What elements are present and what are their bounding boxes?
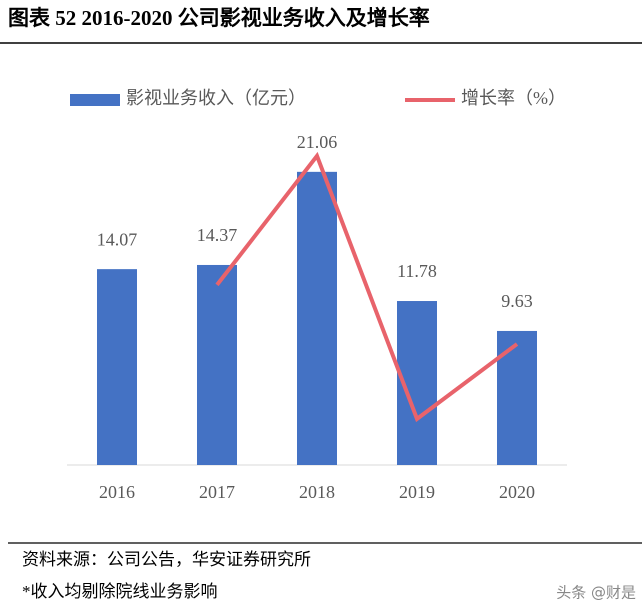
source-note: 资料来源：公司公告，华安证券研究所 — [22, 550, 311, 569]
legend-swatch — [70, 94, 120, 106]
x-tick-label: 2016 — [99, 482, 135, 502]
bar — [297, 171, 337, 466]
data-label: 14.07 — [97, 229, 138, 249]
bar — [497, 330, 537, 465]
x-tick-label: 2017 — [199, 482, 235, 502]
bar — [197, 264, 237, 465]
bar — [97, 269, 137, 465]
data-label: 11.78 — [397, 261, 437, 281]
data-label: 21.06 — [297, 132, 338, 152]
footnote: *收入均剔除院线业务影响 — [22, 582, 218, 601]
data-label: 14.37 — [197, 225, 238, 245]
growth-line — [215, 151, 519, 423]
legend-label: 增长率（%） — [461, 88, 566, 108]
x-tick-label: 2020 — [499, 482, 535, 502]
chart-title: 图表 52 2016-2020 公司影视业务收入及增长率 — [8, 6, 430, 30]
legend-label: 影视业务收入（亿元） — [126, 88, 306, 108]
x-tick-label: 2018 — [299, 482, 335, 502]
x-tick-label: 2019 — [399, 482, 435, 502]
watermark: 头条 @财是 — [556, 584, 636, 602]
data-label: 9.63 — [501, 291, 533, 311]
